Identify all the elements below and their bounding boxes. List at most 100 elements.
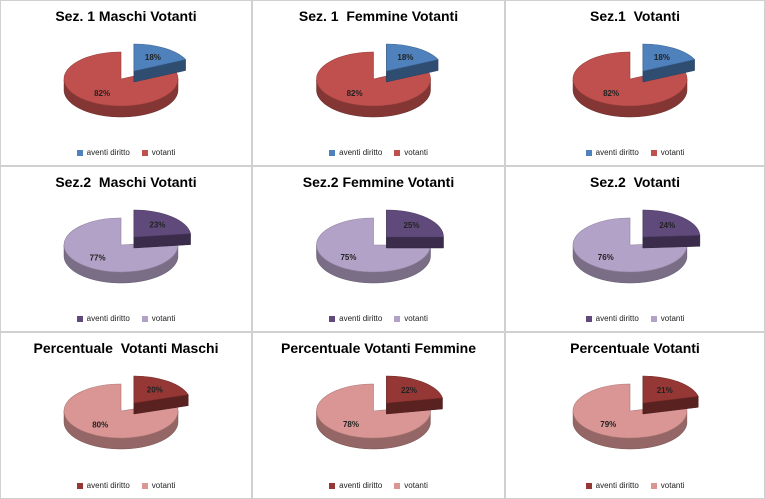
data-label: 21% xyxy=(657,386,673,395)
chart-title: Percentuale Votanti Femmine xyxy=(280,340,476,356)
legend-swatch xyxy=(585,315,592,322)
legend-entry: votanti xyxy=(141,481,176,490)
pie-slice-votanti xyxy=(572,217,688,284)
chart-legend: aventi diritto votanti xyxy=(1,148,251,157)
legend-swatch xyxy=(76,315,83,322)
legend-entry: aventi diritto xyxy=(329,314,382,323)
legend-entry: aventi diritto xyxy=(329,148,382,157)
legend-swatch xyxy=(329,315,336,322)
chart-panel-3: Sez.2 Maschi Votanti 23% 77% aventi diritto… xyxy=(0,166,252,332)
legend-entry: aventi diritto xyxy=(585,148,639,157)
pie-slice-aventi-diritto xyxy=(642,375,699,415)
data-label: 24% xyxy=(659,221,675,230)
legend-label: votanti xyxy=(660,314,685,323)
legend-label: votanti xyxy=(151,314,176,323)
data-label: 82% xyxy=(347,89,363,98)
pie-slice-votanti xyxy=(572,51,688,118)
pie-slice-aventi-diritto xyxy=(642,43,696,83)
pie-slice-aventi-diritto xyxy=(386,209,444,249)
chart-panel-4: Sez.2 Femmine Votanti 25% 75% aventi diritt… xyxy=(252,166,505,332)
chart-title: Percentuale Votanti Maschi xyxy=(33,340,219,356)
pie-slice-votanti xyxy=(63,51,179,118)
legend-swatch xyxy=(141,315,148,322)
legend-label: aventi diritto xyxy=(595,481,639,490)
legend-entry: votanti xyxy=(650,481,685,490)
chart-title: Sez. 1 Femmine Votanti xyxy=(298,8,459,24)
legend-swatch xyxy=(585,482,592,489)
chart-legend: aventi diritto votanti xyxy=(253,148,504,157)
chart-legend: aventi diritto votanti xyxy=(1,314,251,323)
pie-slice-votanti xyxy=(63,383,179,450)
legend-label: votanti xyxy=(151,148,176,157)
legend-swatch xyxy=(394,149,401,156)
pie-chart: 22% 78% xyxy=(316,375,443,450)
legend-label: votanti xyxy=(660,481,685,490)
data-label: 18% xyxy=(397,53,413,62)
legend-swatch xyxy=(650,315,657,322)
pie-slice-aventi-diritto xyxy=(133,375,189,415)
chart-title: Percentuale Votanti xyxy=(570,340,700,356)
pie-slice-votanti xyxy=(572,383,688,450)
legend-entry: votanti xyxy=(650,314,685,323)
chart-legend: aventi diritto votanti xyxy=(253,314,504,323)
chart-title: Sez. 1 Maschi Votanti xyxy=(55,8,197,24)
pie-slice-votanti xyxy=(316,51,431,118)
pie-chart: 23% 77% xyxy=(63,209,191,284)
chart-legend: aventi diritto votanti xyxy=(253,481,504,490)
legend-entry: aventi diritto xyxy=(585,314,639,323)
legend-label: aventi diritto xyxy=(339,314,383,323)
legend-label: aventi diritto xyxy=(86,481,130,490)
pie-chart: 25% 75% xyxy=(316,209,444,284)
legend-entry: votanti xyxy=(650,148,685,157)
legend-swatch xyxy=(329,149,336,156)
pie-chart: 18% 82% xyxy=(316,43,439,118)
pie-slice-votanti xyxy=(63,217,179,284)
legend-entry: votanti xyxy=(394,481,428,490)
legend-entry: votanti xyxy=(394,148,428,157)
data-label: 18% xyxy=(145,53,161,62)
legend-entry: aventi diritto xyxy=(329,481,382,490)
chart-panel-1: Sez. 1 Femmine Votanti 18% 82% aventi dirit… xyxy=(252,0,505,166)
legend-label: votanti xyxy=(404,148,428,157)
data-label: 76% xyxy=(598,253,614,262)
data-label: 23% xyxy=(149,220,165,229)
chart-panel-6: Percentuale Votanti Maschi 20% 80% aventi d… xyxy=(0,332,252,499)
legend-swatch xyxy=(650,149,657,156)
data-label: 18% xyxy=(654,53,670,62)
pie-chart: 21% 79% xyxy=(572,375,699,450)
data-label: 22% xyxy=(401,386,417,395)
legend-label: votanti xyxy=(151,481,176,490)
data-label: 82% xyxy=(94,89,110,98)
legend-entry: aventi diritto xyxy=(76,148,130,157)
pie-slice-aventi-diritto xyxy=(642,209,701,249)
pie-chart: 18% 82% xyxy=(63,43,187,118)
legend-label: votanti xyxy=(404,481,428,490)
legend-swatch xyxy=(141,482,148,489)
chart-title: Sez.2 Votanti xyxy=(590,174,680,190)
legend-label: aventi diritto xyxy=(86,148,130,157)
chart-title: Sez.2 Femmine Votanti xyxy=(302,174,455,190)
data-label: 75% xyxy=(340,253,356,262)
legend-label: aventi diritto xyxy=(339,148,383,157)
legend-entry: votanti xyxy=(141,314,176,323)
legend-label: votanti xyxy=(660,148,685,157)
pie-slice-votanti xyxy=(316,383,431,450)
pie-slice-aventi-diritto xyxy=(386,43,439,83)
pie-chart: 24% 76% xyxy=(572,209,701,284)
chart-legend: aventi diritto votanti xyxy=(506,148,764,157)
pie-chart: 20% 80% xyxy=(63,375,189,450)
legend-label: aventi diritto xyxy=(339,481,383,490)
data-label: 82% xyxy=(603,89,619,98)
chart-panel-8: Percentuale Votanti 21% 79% aventi diritto v… xyxy=(505,332,765,499)
pie-slice-aventi-diritto xyxy=(386,375,443,415)
legend-swatch xyxy=(76,482,83,489)
legend-swatch xyxy=(76,149,83,156)
legend-label: aventi diritto xyxy=(595,148,639,157)
legend-swatch xyxy=(650,482,657,489)
data-label: 79% xyxy=(600,420,616,429)
chart-title: Sez.2 Maschi Votanti xyxy=(55,174,197,190)
legend-swatch xyxy=(141,149,148,156)
data-label: 78% xyxy=(343,420,359,429)
legend-label: aventi diritto xyxy=(595,314,639,323)
